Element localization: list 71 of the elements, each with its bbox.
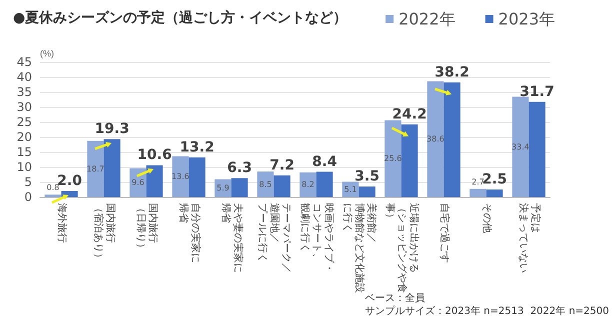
bar bbox=[130, 168, 146, 197]
data-label: 7.2 bbox=[270, 157, 294, 174]
data-label: 24.2 bbox=[392, 106, 427, 122]
bar bbox=[146, 165, 163, 197]
bar bbox=[300, 172, 316, 197]
y-tick-label: 25 bbox=[16, 115, 32, 129]
chart-title: ●夏休みシーズンの予定（過ごし方・イベントなど） bbox=[13, 9, 348, 26]
y-axis-title: (%) bbox=[40, 48, 54, 58]
legend-label: 2022年 bbox=[398, 10, 456, 28]
x-tick-label: 夫や妻の実家に帰省 bbox=[220, 203, 244, 273]
x-tick-label: 近場に出かける（ショッピングや食事） bbox=[384, 203, 420, 293]
bar bbox=[427, 81, 444, 197]
data-label: 25.6 bbox=[384, 154, 402, 164]
data-label: 10.6 bbox=[137, 147, 172, 164]
data-label: 18.7 bbox=[86, 164, 104, 174]
bar bbox=[512, 96, 529, 197]
text: ベース：全員 bbox=[365, 292, 426, 305]
data-label: 13.6 bbox=[172, 172, 190, 182]
text: サンプルサイズ：2023年 n=2513 2022年 n=2500 bbox=[365, 305, 609, 318]
x-tick-label: テーマパーク／遊園地／プールに行く bbox=[256, 203, 292, 273]
bar bbox=[470, 188, 486, 197]
bar bbox=[188, 157, 206, 197]
data-label: 8.2 bbox=[302, 180, 314, 190]
bar bbox=[401, 124, 418, 197]
x-tick-label: 予定は決まっていない bbox=[517, 203, 542, 273]
y-tick-label: 40 bbox=[16, 70, 32, 84]
y-tick-label: 20 bbox=[16, 130, 32, 144]
bar bbox=[274, 175, 290, 197]
y-tick-label: 30 bbox=[16, 100, 32, 114]
bar bbox=[528, 102, 546, 197]
x-tick-label: 自宅で過ごす bbox=[438, 203, 450, 263]
bar bbox=[104, 139, 120, 197]
data-label: 31.7 bbox=[520, 84, 554, 100]
data-label: 38.2 bbox=[434, 64, 470, 80]
x-tick-label: 自分の実家に帰省 bbox=[177, 203, 202, 263]
y-tick-label: 0 bbox=[24, 190, 32, 204]
bar bbox=[486, 190, 503, 197]
y-tick-label: 10 bbox=[16, 160, 32, 174]
data-label: 8.5 bbox=[259, 180, 272, 189]
bar bbox=[87, 140, 104, 197]
data-label: 9.6 bbox=[132, 178, 144, 188]
data-label: 8.4 bbox=[312, 154, 338, 170]
bar bbox=[316, 172, 333, 197]
x-tick-label: 国内旅行（宿泊あり） bbox=[92, 203, 116, 263]
data-label: 19.3 bbox=[94, 121, 130, 138]
data-label: 0.8 bbox=[46, 183, 60, 192]
bar bbox=[444, 82, 460, 197]
bar bbox=[384, 120, 402, 197]
x-tick-label: 海外旅行 bbox=[56, 203, 68, 243]
bar bbox=[231, 178, 248, 197]
data-label: 5.9 bbox=[216, 184, 230, 193]
y-tick-label: 5 bbox=[24, 175, 32, 189]
x-tick-label: 国内旅行（日帰り） bbox=[134, 203, 159, 253]
data-label: 6.3 bbox=[227, 160, 252, 176]
data-label: 13.2 bbox=[180, 139, 214, 156]
x-tick-label: 映画やライブ・コンサート、観劇に行く bbox=[298, 203, 335, 273]
bar bbox=[257, 172, 274, 197]
y-tick-label: 15 bbox=[16, 145, 32, 159]
legend-label: 2023年 bbox=[498, 10, 555, 28]
bar bbox=[172, 156, 189, 197]
data-label: 3.5 bbox=[354, 168, 380, 184]
y-tick-label: 45 bbox=[16, 55, 32, 69]
bar bbox=[358, 186, 376, 197]
data-label: 5.1 bbox=[344, 184, 357, 194]
data-label: 2.7 bbox=[472, 177, 484, 186]
x-tick-label: 美術館／博物館など文化施設に行く bbox=[341, 203, 378, 293]
bar bbox=[342, 182, 359, 197]
x-tick-label: その他 bbox=[480, 203, 493, 233]
data-label: 33.4 bbox=[512, 142, 530, 152]
y-tick-label: 35 bbox=[16, 85, 32, 99]
data-label: 38.6 bbox=[426, 134, 444, 144]
